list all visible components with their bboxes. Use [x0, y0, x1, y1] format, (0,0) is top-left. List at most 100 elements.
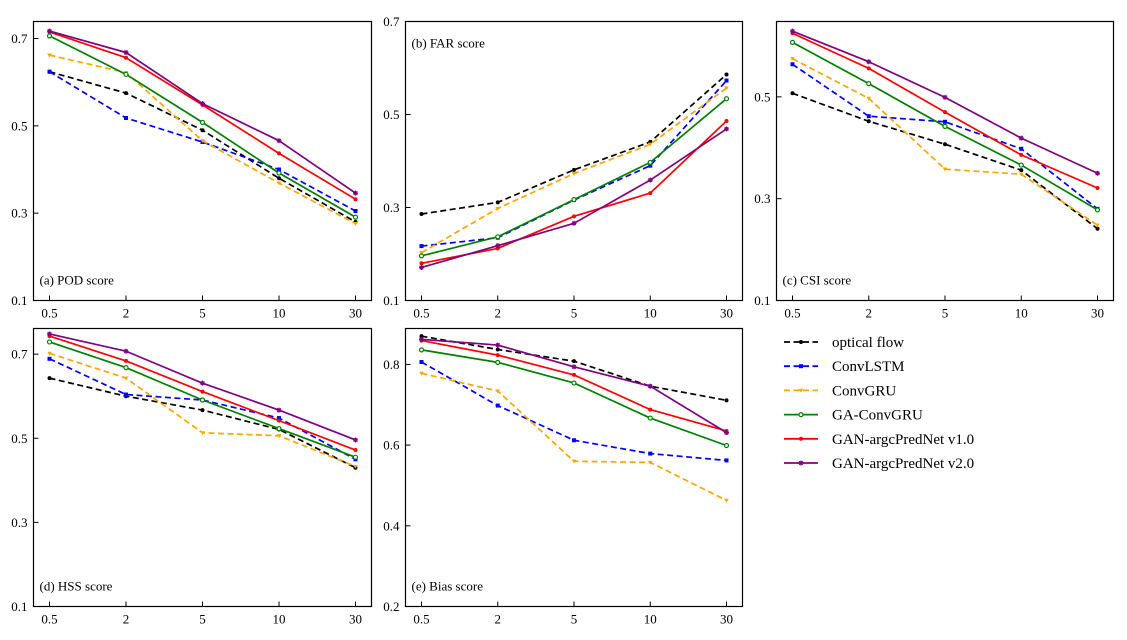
data-point — [353, 190, 358, 196]
data-point — [1018, 135, 1024, 141]
data-point — [200, 139, 205, 143]
axes-frame — [775, 20, 1115, 302]
data-point — [789, 39, 796, 45]
y-tick-label: 0.7 — [383, 14, 400, 29]
legend-entry-convgru: ConvGRU — [784, 383, 896, 399]
data-point — [419, 371, 424, 376]
data-point — [572, 167, 576, 172]
data-point — [277, 416, 281, 421]
y-tick-label: 0.1 — [754, 293, 770, 308]
series-convgru — [47, 351, 358, 469]
data-point — [46, 33, 53, 39]
series-line — [421, 98, 728, 257]
data-point — [47, 28, 52, 34]
panel-label: (e) Bias score — [412, 579, 484, 594]
y-tick-label: 0.3 — [11, 206, 27, 221]
y-tick-label: 0.4 — [383, 518, 400, 533]
axes-frame — [32, 20, 373, 302]
data-point — [866, 81, 872, 87]
series-convgru — [790, 57, 1100, 228]
data-point — [123, 348, 129, 354]
data-point — [724, 86, 729, 91]
panel-label: (d) HSS score — [40, 579, 113, 594]
x-tick-label: 0.5 — [41, 306, 57, 321]
y-tick-label: 0.7 — [11, 347, 28, 362]
series-gan-argcprednet-v2-0 — [790, 28, 1100, 176]
series-line — [792, 57, 1098, 226]
series-line — [49, 35, 356, 218]
axes-frame — [404, 327, 744, 608]
data-point — [353, 222, 358, 226]
data-point — [419, 251, 424, 255]
y-tick-label: 0.5 — [754, 89, 770, 104]
y-tick-label: 0.6 — [383, 438, 400, 453]
data-point — [123, 50, 129, 55]
series-line — [421, 339, 727, 432]
series-line — [792, 30, 1098, 174]
y-tick-label: 0.1 — [11, 599, 27, 614]
x-tick-label: 2 — [123, 306, 130, 321]
x-tick-label: 10 — [273, 306, 286, 321]
series-gan-argcprednet-v2-0 — [419, 126, 729, 270]
legend-entry-ga-convgru: GA-ConvGRU — [784, 408, 923, 424]
data-point — [647, 159, 653, 165]
data-point — [866, 59, 872, 65]
data-point — [277, 167, 281, 172]
data-point — [47, 69, 52, 74]
data-point — [495, 403, 500, 408]
data-point — [47, 331, 52, 337]
data-point — [648, 407, 653, 412]
y-tick-label: 0.5 — [11, 431, 27, 446]
data-point — [724, 78, 729, 83]
data-point — [647, 415, 653, 421]
series-convlstm — [790, 62, 1100, 211]
series-gan-argcprednet-v1-0 — [419, 338, 729, 433]
data-point — [648, 191, 653, 196]
data-point — [199, 119, 206, 125]
data-point — [647, 383, 653, 389]
series-gan-argcprednet-v1-0 — [790, 31, 1100, 190]
y-tick-label: 0.5 — [11, 118, 27, 133]
data-point — [124, 115, 128, 120]
axes-frame — [404, 20, 744, 302]
data-point — [353, 208, 358, 213]
series-line — [792, 63, 1099, 210]
legend-label: ConvLSTM — [832, 359, 905, 375]
legend-marker — [798, 388, 804, 393]
series-ga-convgru — [46, 339, 359, 460]
x-tick-label: 30 — [720, 612, 733, 627]
data-point — [276, 138, 282, 144]
data-point — [123, 365, 129, 371]
x-tick-label: 0.5 — [41, 612, 57, 627]
data-point — [1019, 168, 1024, 173]
data-point — [353, 197, 358, 202]
data-point — [418, 347, 425, 353]
x-tick-label: 10 — [1015, 306, 1028, 321]
data-point — [866, 96, 872, 101]
data-point — [495, 347, 500, 352]
legend-label: GA-ConvGRU — [832, 408, 923, 424]
data-point — [419, 212, 424, 217]
data-point — [724, 430, 729, 436]
series-optical-flow — [790, 91, 1100, 231]
data-point — [419, 244, 424, 249]
data-point — [647, 177, 653, 183]
data-point — [46, 339, 53, 345]
legend-label: GAN-argcPredNet v2.0 — [832, 456, 974, 472]
data-point — [571, 171, 577, 176]
x-tick-label: 30 — [1091, 306, 1104, 321]
data-point — [495, 234, 501, 240]
data-point — [124, 358, 128, 363]
legend: optical flow ConvLSTM ConvGRU GA-ConvGRU GAN… — [784, 335, 974, 472]
y-tick-label: 0.7 — [11, 31, 28, 46]
panel-c-csi-score: 0.5 2 5 10 30 0.1 0.3 0.5 (c) CSI score — [754, 20, 1115, 321]
data-point — [1018, 172, 1024, 177]
data-point — [790, 28, 795, 34]
data-point — [1095, 223, 1100, 228]
legend-marker — [798, 412, 804, 418]
x-tick-label: 5 — [942, 306, 949, 321]
data-point — [1094, 207, 1101, 213]
series-line — [49, 333, 356, 441]
y-tick-label: 0.1 — [383, 293, 399, 308]
